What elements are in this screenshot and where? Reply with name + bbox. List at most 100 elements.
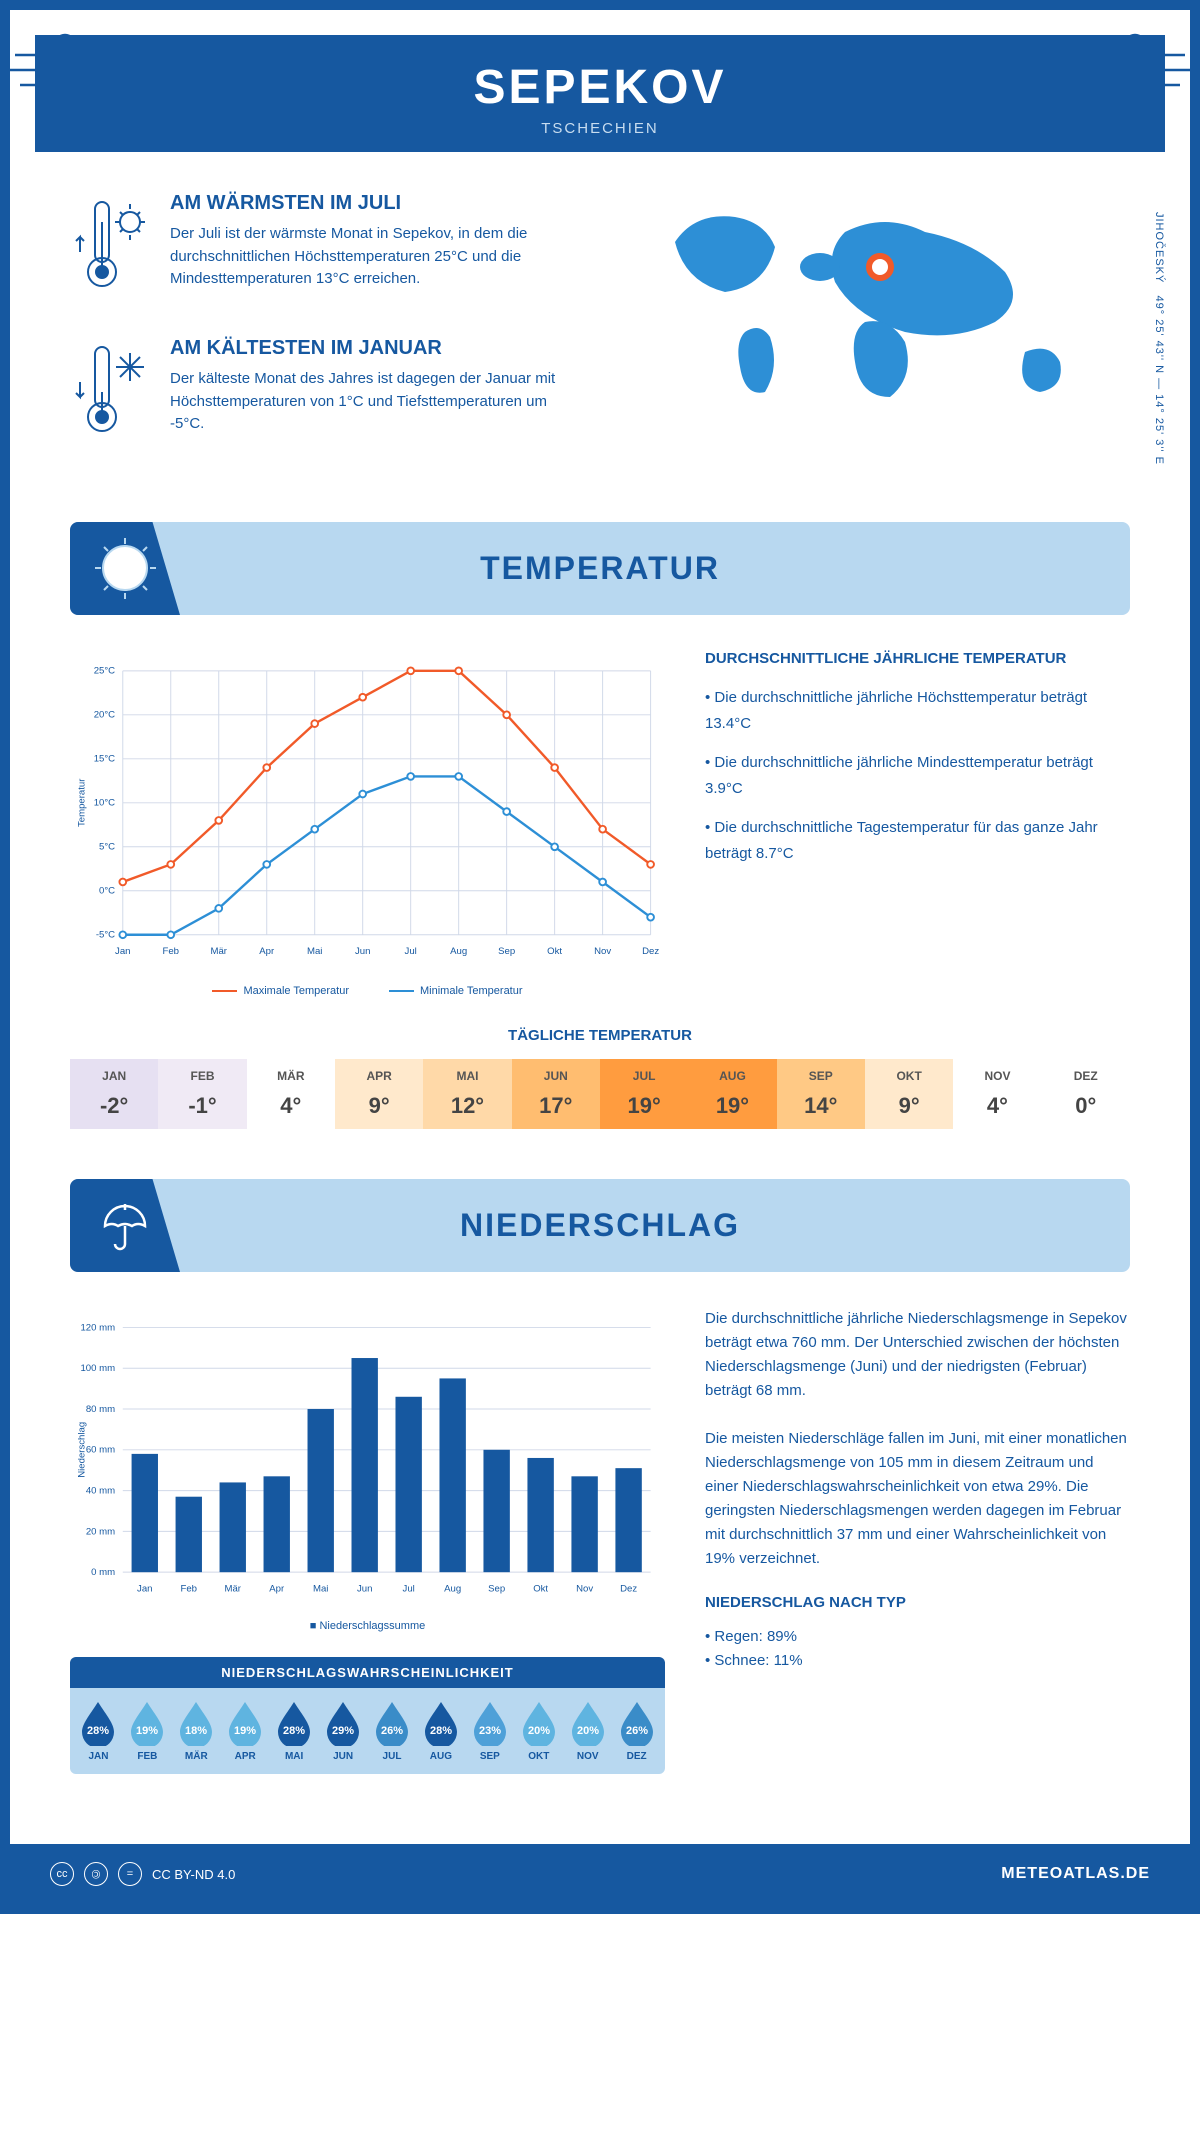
svg-text:20°C: 20°C <box>94 710 115 721</box>
daily-temp-cell: DEZ0° <box>1042 1059 1130 1129</box>
svg-text:Apr: Apr <box>269 1583 285 1594</box>
svg-text:Sep: Sep <box>498 946 515 957</box>
svg-text:Jan: Jan <box>137 1583 152 1594</box>
svg-text:Jan: Jan <box>115 946 130 957</box>
probability-cell: 20%NOV <box>564 1700 611 1762</box>
temp-avg-title: DURCHSCHNITTLICHE JÄHRLICHE TEMPERATUR <box>705 650 1130 667</box>
daily-temp-cell: NOV4° <box>953 1059 1041 1129</box>
svg-text:Feb: Feb <box>163 946 180 957</box>
svg-text:29%: 29% <box>332 1725 354 1737</box>
svg-text:25°C: 25°C <box>94 666 115 677</box>
precip-type-line: • Regen: 89% <box>705 1625 1130 1649</box>
warmest-text: Der Juli ist der wärmste Monat in Sepeko… <box>170 223 580 291</box>
svg-text:Dez: Dez <box>620 1583 637 1594</box>
precip-para: Die durchschnittliche jährliche Niedersc… <box>705 1307 1130 1403</box>
svg-text:Jul: Jul <box>405 946 417 957</box>
thermometer-cold-icon <box>70 337 150 447</box>
precip-para: Die meisten Niederschläge fallen im Juni… <box>705 1427 1130 1571</box>
daily-temp-cell: JAN-2° <box>70 1059 158 1129</box>
svg-text:Okt: Okt <box>533 1583 548 1594</box>
svg-text:20%: 20% <box>577 1725 599 1737</box>
daily-temp-cell: AUG19° <box>688 1059 776 1129</box>
coldest-fact: AM KÄLTESTEN IM JANUAR Der kälteste Mona… <box>70 337 580 452</box>
svg-text:60 mm: 60 mm <box>86 1445 115 1456</box>
svg-text:Nov: Nov <box>576 1583 593 1594</box>
footer: cc 🄯 = CC BY-ND 4.0 METEOATLAS.DE <box>10 1844 1190 1904</box>
probability-cell: 26%DEZ <box>613 1700 660 1762</box>
svg-text:Mai: Mai <box>307 946 322 957</box>
svg-text:15°C: 15°C <box>94 754 115 765</box>
precipitation-bar-chart: 0 mm20 mm40 mm60 mm80 mm100 mm120 mmJanF… <box>70 1307 665 1607</box>
svg-text:Mär: Mär <box>211 946 228 957</box>
temperature-line-chart: -5°C0°C5°C10°C15°C20°C25°CJanFebMärAprMa… <box>70 650 665 970</box>
probability-cell: 19%APR <box>222 1700 269 1762</box>
daily-temp-cell: JUL19° <box>600 1059 688 1129</box>
probability-cell: 20%OKT <box>515 1700 562 1762</box>
daily-temp-title: TÄGLICHE TEMPERATUR <box>70 1027 1130 1044</box>
world-map-icon <box>620 192 1130 432</box>
svg-text:28%: 28% <box>87 1725 109 1737</box>
daily-temp-cell: MÄR4° <box>247 1059 335 1129</box>
nd-icon: = <box>118 1862 142 1886</box>
daily-temp-cell: FEB-1° <box>158 1059 246 1129</box>
svg-text:28%: 28% <box>283 1725 305 1737</box>
probability-cell: 28%AUG <box>417 1700 464 1762</box>
legend-max: Maximale Temperatur <box>212 985 349 997</box>
temp-avg-line: • Die durchschnittliche Tagestemperatur … <box>705 815 1130 866</box>
probability-cell: 28%JAN <box>75 1700 122 1762</box>
legend-min: Minimale Temperatur <box>389 985 523 997</box>
svg-text:-5°C: -5°C <box>96 930 115 941</box>
temp-avg-line: • Die durchschnittliche jährliche Höchst… <box>705 685 1130 736</box>
svg-text:Nov: Nov <box>594 946 611 957</box>
probability-strip: 28%JAN19%FEB18%MÄR19%APR28%MAI29%JUN26%J… <box>70 1688 665 1774</box>
svg-text:20 mm: 20 mm <box>86 1526 115 1537</box>
svg-text:40 mm: 40 mm <box>86 1485 115 1496</box>
svg-text:Mai: Mai <box>313 1583 328 1594</box>
svg-text:Niederschlag: Niederschlag <box>76 1422 87 1478</box>
site-name: METEOATLAS.DE <box>1001 1865 1150 1883</box>
svg-text:Okt: Okt <box>547 946 562 957</box>
coldest-text: Der kälteste Monat des Jahres ist dagege… <box>170 368 580 436</box>
thermometer-hot-icon <box>70 192 150 302</box>
daily-temp-cell: OKT9° <box>865 1059 953 1129</box>
probability-cell: 29%JUN <box>320 1700 367 1762</box>
svg-text:Apr: Apr <box>259 946 275 957</box>
svg-text:5°C: 5°C <box>99 842 115 853</box>
svg-text:19%: 19% <box>234 1725 256 1737</box>
svg-text:80 mm: 80 mm <box>86 1404 115 1415</box>
probability-cell: 23%SEP <box>466 1700 513 1762</box>
cc-icon: cc <box>50 1862 74 1886</box>
probability-header: NIEDERSCHLAGSWAHRSCHEINLICHKEIT <box>70 1657 665 1688</box>
probability-cell: 18%MÄR <box>173 1700 220 1762</box>
svg-text:28%: 28% <box>430 1725 452 1737</box>
header: SEPEKOV TSCHECHIEN <box>35 35 1165 152</box>
svg-text:26%: 26% <box>381 1725 403 1737</box>
page-subtitle: TSCHECHIEN <box>35 120 1165 137</box>
precipitation-section-header: NIEDERSCHLAG <box>70 1179 1130 1272</box>
sun-icon <box>93 536 158 601</box>
svg-text:20%: 20% <box>528 1725 550 1737</box>
svg-text:100 mm: 100 mm <box>80 1363 115 1374</box>
probability-cell: 19%FEB <box>124 1700 171 1762</box>
svg-text:Jul: Jul <box>403 1583 415 1594</box>
umbrella-icon <box>95 1196 155 1256</box>
svg-text:Sep: Sep <box>488 1583 505 1594</box>
by-icon: 🄯 <box>84 1862 108 1886</box>
daily-temp-cell: APR9° <box>335 1059 423 1129</box>
svg-text:18%: 18% <box>185 1725 207 1737</box>
svg-text:Dez: Dez <box>642 946 659 957</box>
precip-type-title: NIEDERSCHLAG NACH TYP <box>705 1591 1130 1615</box>
coordinates: JIHOČESKÝ 49° 25' 43'' N — 14° 25' 3'' E <box>1153 212 1165 465</box>
temp-avg-line: • Die durchschnittliche jährliche Mindes… <box>705 750 1130 801</box>
svg-text:Feb: Feb <box>181 1583 198 1594</box>
probability-cell: 28%MAI <box>271 1700 318 1762</box>
daily-temp-cell: JUN17° <box>512 1059 600 1129</box>
warmest-fact: AM WÄRMSTEN IM JULI Der Juli ist der wär… <box>70 192 580 307</box>
svg-text:19%: 19% <box>136 1725 158 1737</box>
svg-text:Mär: Mär <box>224 1583 241 1594</box>
daily-temp-cell: MAI12° <box>423 1059 511 1129</box>
svg-text:26%: 26% <box>626 1725 648 1737</box>
svg-text:23%: 23% <box>479 1725 501 1737</box>
svg-text:Temperatur: Temperatur <box>76 778 87 827</box>
svg-text:0 mm: 0 mm <box>91 1567 115 1578</box>
